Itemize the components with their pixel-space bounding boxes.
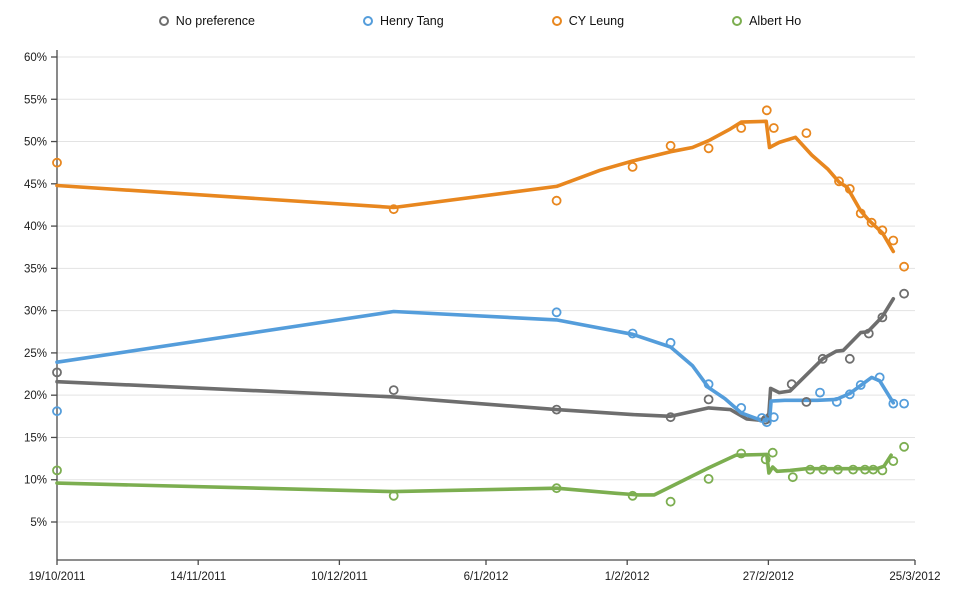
x-tick-label: 27/2/2012: [743, 571, 794, 583]
data-point-no-preference: [863, 328, 874, 339]
legend-item-henry-tang: Henry Tang: [363, 14, 444, 28]
data-point-no-preference: [817, 353, 828, 364]
data-point-cy-leung: [736, 123, 747, 133]
data-point-cy-leung: [665, 140, 676, 151]
series-line-cy-leung: [55, 119, 896, 254]
legend-marker-icon: [158, 16, 169, 26]
data-point-albert-ho: [52, 465, 62, 476]
data-point-albert-ho: [848, 464, 858, 475]
data-point-cy-leung: [703, 143, 714, 154]
data-point-no-preference: [899, 288, 909, 299]
legend-item-cy-leung: CY Leung: [551, 14, 625, 28]
data-point-albert-ho: [877, 465, 888, 476]
data-point-henry-tang: [831, 396, 842, 407]
data-point-albert-ho: [703, 473, 714, 484]
data-point-cy-leung: [888, 235, 899, 246]
data-point-cy-leung: [877, 225, 888, 236]
data-point-henry-tang: [551, 307, 562, 318]
data-point-henry-tang: [665, 337, 676, 348]
data-point-no-preference: [388, 385, 399, 396]
data-point-henry-tang: [899, 398, 909, 409]
data-point-cy-leung: [844, 183, 855, 194]
data-point-cy-leung: [388, 204, 399, 215]
data-point-no-preference: [703, 394, 714, 405]
data-point-albert-ho: [627, 490, 638, 501]
data-point-cy-leung: [899, 261, 909, 272]
data-point-cy-leung: [768, 123, 779, 133]
y-tick-label: 25%: [24, 348, 47, 360]
data-point-cy-leung: [761, 105, 772, 116]
data-point-cy-leung: [866, 217, 877, 228]
data-point-no-preference: [877, 312, 888, 323]
data-point-albert-ho: [868, 464, 879, 475]
y-tick-label: 10%: [24, 475, 47, 487]
data-point-henry-tang: [874, 372, 885, 383]
x-tick-label: 10/12/2011: [311, 571, 368, 583]
legend-marker-icon: [551, 16, 562, 26]
y-tick-label: 60%: [24, 52, 47, 64]
y-tick-label: 20%: [24, 390, 47, 402]
data-point-cy-leung: [855, 208, 866, 219]
data-point-no-preference: [551, 404, 562, 415]
data-point-cy-leung: [52, 157, 62, 168]
legend-label-henry-tang: Henry Tang: [380, 14, 444, 28]
data-point-no-preference: [844, 353, 855, 364]
data-point-cy-leung: [834, 176, 844, 187]
data-point-albert-ho: [388, 490, 399, 501]
data-point-cy-leung: [801, 128, 812, 139]
data-point-henry-tang: [52, 406, 62, 417]
data-point-henry-tang: [888, 398, 899, 409]
data-point-henry-tang: [815, 387, 825, 398]
data-point-cy-leung: [627, 161, 638, 172]
y-tick-label: 35%: [24, 263, 47, 275]
data-point-albert-ho: [551, 483, 562, 494]
data-point-albert-ho: [805, 464, 816, 475]
data-point-albert-ho: [888, 456, 899, 467]
data-point-henry-tang: [855, 380, 866, 390]
data-point-henry-tang: [736, 402, 747, 413]
data-point-albert-ho: [787, 472, 798, 483]
legend-item-albert-ho: Albert Ho: [732, 14, 801, 28]
y-tick-label: 30%: [24, 306, 47, 318]
data-point-henry-tang: [844, 389, 855, 400]
legend-label-albert-ho: Albert Ho: [749, 14, 802, 28]
y-tick-label: 45%: [24, 179, 47, 191]
y-tick-label: 40%: [24, 221, 47, 233]
data-point-albert-ho: [736, 448, 747, 459]
data-point-albert-ho: [899, 441, 909, 452]
x-tick-label: 1/2/2012: [605, 571, 650, 583]
chart-legend: No preference Henry Tang CY Leung Albert…: [0, 14, 960, 28]
series-line-albert-ho: [55, 452, 893, 497]
data-point-cy-leung: [551, 195, 562, 206]
data-point-albert-ho: [818, 464, 829, 475]
data-point-henry-tang: [703, 379, 714, 390]
data-point-no-preference: [52, 367, 62, 378]
y-tick-label: 50%: [24, 137, 47, 149]
data-point-henry-tang: [627, 328, 638, 339]
data-point-albert-ho: [833, 464, 843, 475]
y-tick-label: 5%: [30, 517, 47, 529]
x-tick-label: 14/11/2011: [170, 571, 226, 583]
data-point-albert-ho: [760, 454, 771, 465]
data-point-no-preference: [786, 379, 797, 390]
legend-label-no-preference: No preference: [175, 14, 256, 28]
x-tick-label: 19/10/2011: [29, 571, 86, 583]
data-point-henry-tang: [768, 412, 779, 423]
legend-label-cy-leung: CY Leung: [568, 14, 625, 28]
x-tick-label: 25/3/2012: [889, 571, 940, 583]
y-tick-label: 55%: [24, 94, 47, 106]
legend-marker-icon: [363, 16, 374, 26]
data-point-henry-tang: [761, 417, 772, 428]
data-point-albert-ho: [665, 496, 676, 507]
x-tick-label: 6/1/2012: [464, 571, 509, 583]
data-point-albert-ho: [767, 447, 778, 458]
legend-item-no-preference: No preference: [158, 14, 256, 28]
data-point-no-preference: [665, 412, 676, 423]
legend-marker-icon: [732, 16, 743, 26]
y-tick-label: 15%: [24, 432, 47, 444]
data-point-no-preference: [801, 396, 812, 407]
